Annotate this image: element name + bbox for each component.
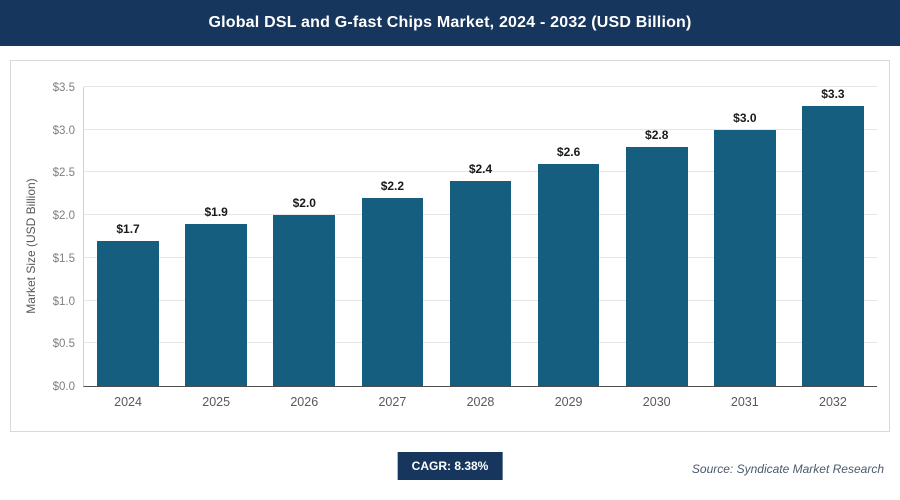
x-tick-label: 2031 (730, 395, 759, 409)
x-tick-label: 2025 (202, 395, 231, 409)
x-tick-label: 2032 (819, 395, 847, 409)
bar-value-label: $2.6 (556, 144, 581, 159)
bar (625, 146, 688, 386)
chart-header: Global DSL and G-fast Chips Market, 2024… (0, 0, 900, 46)
bar (185, 223, 247, 386)
y-tick-label: $3.0 (52, 124, 75, 137)
bar (537, 163, 600, 386)
cagr-badge: CAGR: 8.38% (397, 452, 503, 480)
bar-value-label: $2.2 (380, 179, 405, 194)
chart-title: Global DSL and G-fast Chips Market, 2024… (208, 14, 692, 31)
gridline (84, 86, 877, 87)
y-tick-label: $0.5 (52, 338, 75, 351)
bar-group-2032: $3.3 2032 (789, 87, 877, 409)
bar-group-2028: $2.4 2028 (436, 87, 524, 409)
bar (361, 198, 424, 386)
y-tick-label: $1.0 (52, 295, 75, 308)
chart-frame: Market Size (USD Billion) $1.7 2024 $1.9 20… (10, 60, 890, 432)
bar-series: $1.7 2024 $1.9 2025 $2.0 2026 $2.2 2027 $2.4 2028… (84, 87, 877, 409)
y-tick-label: $2.5 (52, 167, 75, 180)
bar (802, 106, 864, 386)
y-tick-label: $0.0 (52, 381, 75, 393)
bar (449, 180, 512, 386)
x-tick-label: 2028 (466, 395, 495, 409)
bar-value-label: $2.4 (468, 161, 493, 176)
bar (97, 240, 159, 386)
y-axis-title: Market Size (USD Billion) (24, 178, 38, 314)
x-tick-label: 2024 (114, 395, 142, 409)
bar-value-label: $1.7 (116, 221, 140, 236)
bar-value-label: $3.0 (733, 110, 757, 125)
x-tick-label: 2026 (290, 395, 319, 409)
bar-group-2026: $2.0 2026 (260, 87, 348, 409)
x-tick-label: 2027 (378, 395, 407, 409)
x-tick-label: 2030 (642, 395, 671, 409)
bar-group-2027: $2.2 2027 (348, 87, 436, 409)
bar (713, 129, 776, 386)
plot-area: $1.7 2024 $1.9 2025 $2.0 2026 $2.2 2027 $2.4 2028… (53, 82, 877, 409)
y-tick-label: $2.0 (52, 210, 75, 223)
bar-value-label: $3.3 (821, 87, 845, 101)
bar (273, 215, 336, 386)
y-tick-label: $1.5 (52, 252, 75, 265)
x-tick-label: 2029 (554, 395, 583, 409)
bar-value-label: $2.8 (645, 127, 669, 142)
bar-group-2030: $2.8 2030 (613, 87, 701, 409)
bar-group-2031: $3.0 2031 (701, 87, 789, 409)
source-text: Source: Syndicate Market Research (691, 462, 884, 476)
bar-value-label: $1.9 (204, 204, 228, 219)
gridline (84, 171, 877, 173)
bar-group-2024: $1.7 2024 (84, 87, 172, 409)
gridline (84, 128, 877, 130)
bar-group-2029: $2.6 2029 (525, 87, 613, 409)
bar-value-label: $2.0 (292, 196, 316, 211)
y-tick-label: $3.5 (52, 82, 75, 94)
bar-group-2025: $1.9 2025 (172, 87, 260, 409)
